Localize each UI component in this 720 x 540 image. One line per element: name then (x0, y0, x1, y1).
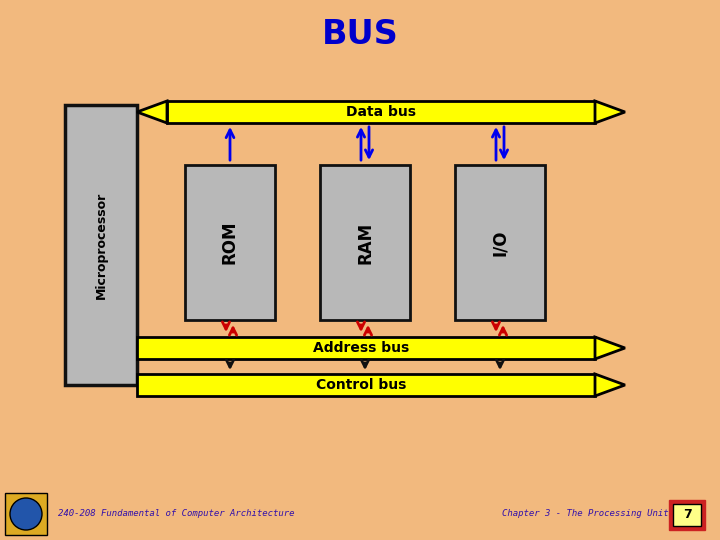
Bar (320, 165, 410, 320)
Bar (137, 337, 595, 359)
Text: Chapter 3 - The Processing Unit: Chapter 3 - The Processing Unit (502, 510, 669, 518)
Text: Data bus: Data bus (346, 105, 416, 119)
Polygon shape (137, 101, 167, 123)
Circle shape (10, 498, 42, 530)
Bar (455, 165, 545, 320)
Polygon shape (595, 101, 625, 123)
Text: Control bus: Control bus (316, 378, 406, 392)
Text: 240-208 Fundamental of Computer Architecture: 240-208 Fundamental of Computer Architec… (58, 510, 294, 518)
Bar (673, 504, 701, 526)
Text: 7: 7 (683, 509, 691, 522)
Text: RAM: RAM (356, 221, 374, 264)
Polygon shape (595, 337, 625, 359)
Text: Microprocessor: Microprocessor (94, 191, 107, 299)
Bar (137, 374, 595, 396)
Bar (65, 105, 137, 385)
Bar (5, 493, 47, 535)
Text: I/O: I/O (491, 230, 509, 256)
Polygon shape (595, 374, 625, 396)
Text: BUS: BUS (322, 18, 398, 51)
Text: Address bus: Address bus (313, 341, 409, 355)
Bar (185, 165, 275, 320)
Text: ROM: ROM (221, 221, 239, 264)
Bar (167, 101, 595, 123)
Bar (669, 500, 705, 530)
